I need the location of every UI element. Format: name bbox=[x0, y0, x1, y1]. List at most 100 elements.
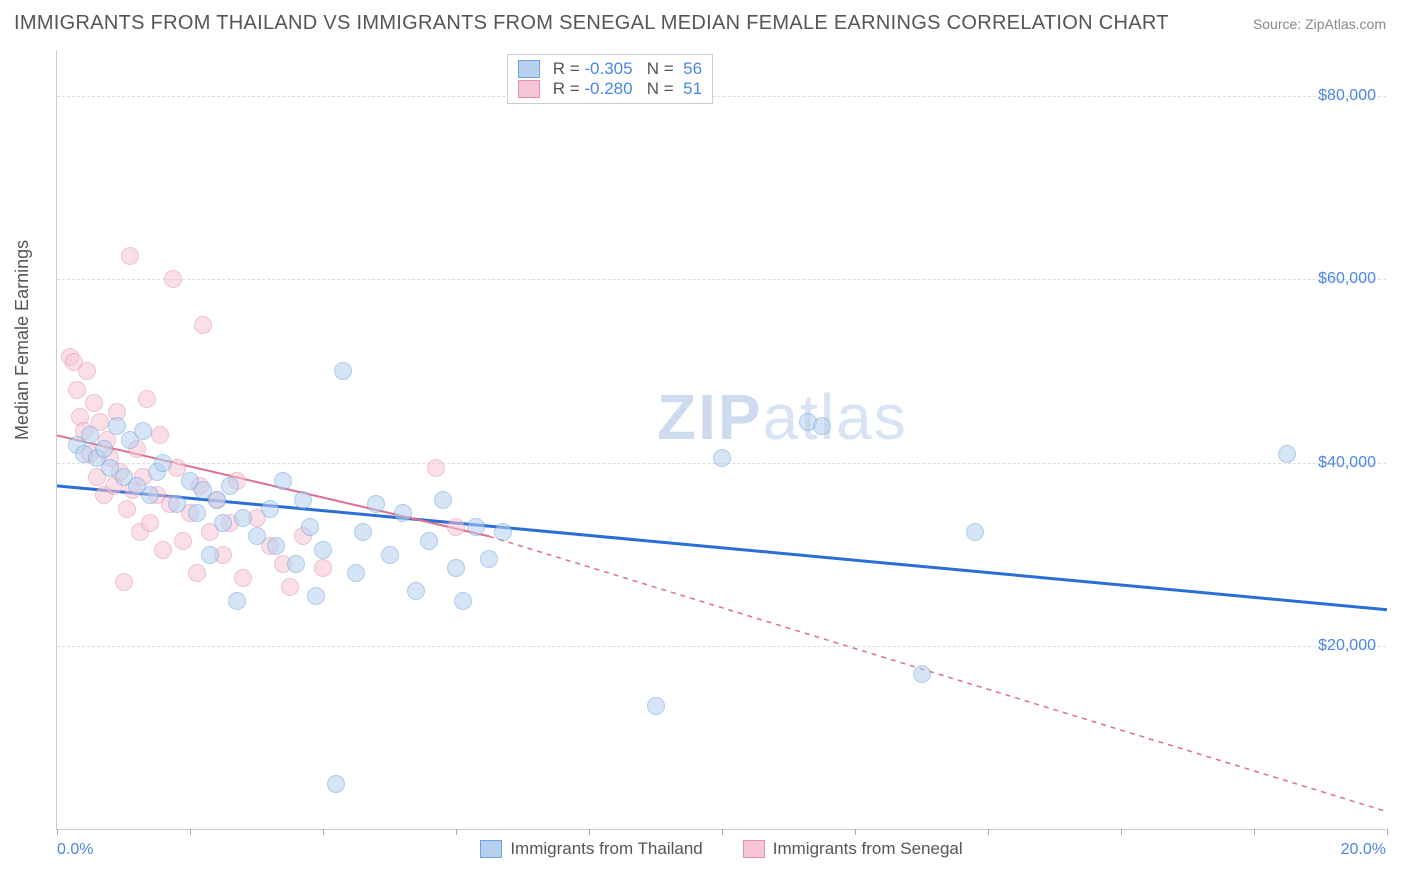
legend-swatch bbox=[480, 840, 502, 858]
legend-swatch bbox=[518, 60, 540, 78]
data-point bbox=[713, 449, 731, 467]
regression-lines-layer bbox=[57, 50, 1386, 829]
data-point bbox=[394, 504, 412, 522]
data-point bbox=[381, 546, 399, 564]
x-tick-mark bbox=[1121, 829, 1122, 835]
data-point bbox=[221, 477, 239, 495]
data-point bbox=[214, 514, 232, 532]
y-tick-label: $20,000 bbox=[1318, 637, 1376, 655]
data-point bbox=[261, 500, 279, 518]
data-point bbox=[294, 491, 312, 509]
data-point bbox=[174, 532, 192, 550]
data-point bbox=[647, 697, 665, 715]
data-point bbox=[334, 362, 352, 380]
data-point bbox=[454, 592, 472, 610]
data-point bbox=[95, 440, 113, 458]
data-point bbox=[194, 316, 212, 334]
correlation-legend-box: R = -0.305 N = 56 R = -0.280 N = 51 bbox=[507, 54, 713, 104]
data-point bbox=[447, 518, 465, 536]
regression-line bbox=[57, 486, 1387, 610]
y-tick-label: $80,000 bbox=[1318, 87, 1376, 105]
legend-label: Immigrants from Thailand bbox=[510, 839, 702, 859]
data-point bbox=[138, 390, 156, 408]
legend-stats: R = -0.280 N = 51 bbox=[548, 79, 702, 99]
data-point bbox=[267, 537, 285, 555]
data-point bbox=[427, 459, 445, 477]
data-point bbox=[407, 582, 425, 600]
data-point bbox=[314, 541, 332, 559]
data-point bbox=[78, 362, 96, 380]
data-point bbox=[480, 550, 498, 568]
chart-plot-area: ZIPatlas $20,000$40,000$60,000$80,0000.0… bbox=[56, 50, 1386, 830]
series-legend: Immigrants from Thailand Immigrants from … bbox=[57, 839, 1386, 859]
data-point bbox=[141, 514, 159, 532]
data-point bbox=[248, 527, 266, 545]
data-point bbox=[447, 559, 465, 577]
gridline-h bbox=[57, 96, 1386, 97]
data-point bbox=[68, 381, 86, 399]
data-point bbox=[85, 394, 103, 412]
data-point bbox=[208, 491, 226, 509]
x-tick-mark bbox=[190, 829, 191, 835]
x-tick-mark bbox=[456, 829, 457, 835]
y-axis-label: Median Female Earnings bbox=[12, 240, 33, 440]
data-point bbox=[281, 578, 299, 596]
data-point bbox=[354, 523, 372, 541]
data-point bbox=[121, 247, 139, 265]
data-point bbox=[188, 564, 206, 582]
data-point bbox=[134, 422, 152, 440]
data-point bbox=[274, 472, 292, 490]
x-tick-mark bbox=[988, 829, 989, 835]
data-point bbox=[228, 592, 246, 610]
x-tick-mark bbox=[323, 829, 324, 835]
watermark: ZIPatlas bbox=[657, 380, 908, 454]
x-tick-mark bbox=[1387, 829, 1388, 835]
data-point bbox=[347, 564, 365, 582]
data-point bbox=[201, 546, 219, 564]
regression-extrapolation bbox=[489, 536, 1387, 811]
data-point bbox=[154, 541, 172, 559]
data-point bbox=[287, 555, 305, 573]
chart-source: Source: ZipAtlas.com bbox=[1253, 16, 1386, 32]
x-tick-mark bbox=[722, 829, 723, 835]
data-point bbox=[494, 523, 512, 541]
data-point bbox=[813, 417, 831, 435]
data-point bbox=[314, 559, 332, 577]
data-point bbox=[367, 495, 385, 513]
data-point bbox=[301, 518, 319, 536]
legend-row: R = -0.305 N = 56 bbox=[518, 59, 702, 79]
gridline-h bbox=[57, 279, 1386, 280]
data-point bbox=[154, 454, 172, 472]
data-point bbox=[118, 500, 136, 518]
data-point bbox=[966, 523, 984, 541]
legend-stats: R = -0.305 N = 56 bbox=[548, 59, 702, 79]
data-point bbox=[151, 426, 169, 444]
legend-row: R = -0.280 N = 51 bbox=[518, 79, 702, 99]
data-point bbox=[115, 573, 133, 591]
data-point bbox=[168, 495, 186, 513]
x-tick-mark bbox=[57, 829, 58, 835]
legend-item: Immigrants from Thailand bbox=[480, 839, 702, 859]
gridline-h bbox=[57, 646, 1386, 647]
data-point bbox=[327, 775, 345, 793]
data-point bbox=[467, 518, 485, 536]
data-point bbox=[164, 270, 182, 288]
data-point bbox=[234, 509, 252, 527]
x-tick-mark bbox=[589, 829, 590, 835]
data-point bbox=[188, 504, 206, 522]
data-point bbox=[420, 532, 438, 550]
legend-item: Immigrants from Senegal bbox=[743, 839, 963, 859]
legend-swatch bbox=[518, 80, 540, 98]
data-point bbox=[434, 491, 452, 509]
chart-header: IMMIGRANTS FROM THAILAND VS IMMIGRANTS F… bbox=[0, 0, 1406, 39]
x-tick-mark bbox=[855, 829, 856, 835]
data-point bbox=[1278, 445, 1296, 463]
data-point bbox=[307, 587, 325, 605]
legend-label: Immigrants from Senegal bbox=[773, 839, 963, 859]
data-point bbox=[141, 486, 159, 504]
data-point bbox=[234, 569, 252, 587]
y-tick-label: $60,000 bbox=[1318, 270, 1376, 288]
y-tick-label: $40,000 bbox=[1318, 454, 1376, 472]
legend-swatch bbox=[743, 840, 765, 858]
chart-title: IMMIGRANTS FROM THAILAND VS IMMIGRANTS F… bbox=[14, 12, 1169, 35]
